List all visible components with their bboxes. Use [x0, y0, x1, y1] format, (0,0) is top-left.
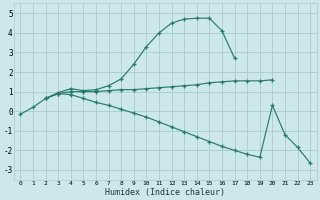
X-axis label: Humidex (Indice chaleur): Humidex (Indice chaleur): [105, 188, 225, 197]
